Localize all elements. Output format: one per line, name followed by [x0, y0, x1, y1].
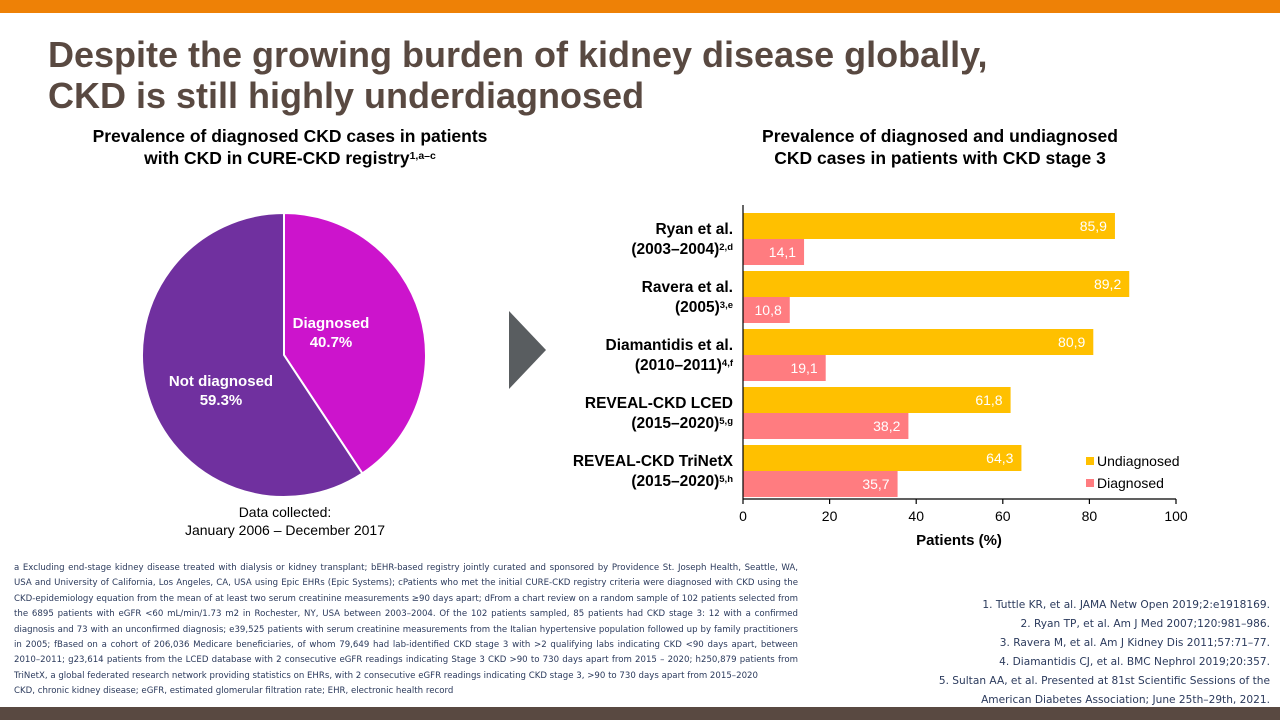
pie-value-diagnosed: 40.7%: [310, 334, 353, 351]
bar-undiagnosed-5: [743, 445, 1022, 471]
x-tick-label-20: 20: [822, 508, 838, 524]
x-tick-label-0: 0: [739, 508, 747, 524]
category-label-superscript: 4,f: [721, 358, 733, 369]
legend-swatch-undiagnosed: [1086, 457, 1094, 465]
category-label-4: REVEAL-CKD LCED (2015–2020)5,g: [585, 394, 733, 434]
pie-data-collection-note: Data collected: January 2006 – December …: [130, 503, 440, 539]
bar-diagnosed-3: [743, 355, 826, 381]
reference-3: 3. Ravera M, et al. Am J Kidney Dis 2011…: [999, 637, 1270, 649]
category-label-period: (2015–2020): [631, 415, 720, 432]
legend-swatch-diagnosed: [1086, 479, 1094, 487]
category-label-superscript: 5,h: [719, 474, 733, 485]
x-tick-label-40: 40: [908, 508, 924, 524]
category-label-superscript: 2,d: [719, 242, 733, 253]
bar-undiagnosed-1: [743, 213, 1115, 239]
slide-title-line-1: Despite the growing burden of kidney dis…: [48, 34, 988, 75]
pie-note-line-2: January 2006 – December 2017: [184, 522, 386, 538]
pie-note-line-1: Data collected:: [238, 504, 332, 520]
bar-chart-title-line-1: Prevalence of diagnosed and undiagnosed: [762, 126, 1118, 146]
footnotes-abbreviations: CKD, chronic kidney disease; eGFR, estim…: [14, 686, 454, 697]
pie-slice-not-diagnosed: [141, 211, 364, 498]
slide-title: Despite the growing burden of kidney dis…: [48, 34, 1248, 116]
bar-chart-title-line-2: CKD cases in patients with CKD stage 3: [774, 148, 1106, 168]
bar-diagnosed-2: [743, 297, 790, 323]
category-label-name: Diamantidis et al.: [605, 337, 733, 354]
category-label-period: (2010–2011): [634, 357, 722, 374]
category-label-superscript: 3,e: [719, 300, 733, 311]
bar-undiagnosed-3: [743, 329, 1094, 355]
category-label-name: Ravera et al.: [641, 279, 733, 296]
chevron-right-arrow-icon: [509, 311, 546, 389]
bar-diagnosed-4: [743, 413, 909, 439]
pie-label-diagnosed: Diagnosed: [293, 315, 370, 332]
bar-value-label-undiagnosed-5: 64,3: [986, 450, 1013, 466]
bar-diagnosed-1: [743, 239, 805, 265]
pie-label-not-diagnosed: Not diagnosed: [169, 373, 273, 390]
bar-value-label-diagnosed-5: 35,7: [862, 476, 889, 492]
category-label-period: (2003–2004): [631, 241, 720, 258]
reference-5-line-2: American Diabetes Association; June 25th…: [981, 694, 1270, 706]
category-label-period: (2015–2020): [631, 473, 720, 490]
bar-value-label-diagnosed-1: 14,1: [769, 244, 796, 260]
category-label-2: Ravera et al. (2005)3,e: [642, 278, 733, 318]
category-label-name: Ryan et al.: [655, 221, 733, 238]
top-accent-band: [0, 0, 1280, 13]
bar-value-label-diagnosed-3: 19,1: [790, 360, 817, 376]
x-tick-label-60: 60: [995, 508, 1011, 524]
bar-value-label-undiagnosed-2: 89,2: [1094, 276, 1121, 292]
bar-value-label-undiagnosed-3: 80,9: [1058, 334, 1085, 350]
bar-chart-title: Prevalence of diagnosed and undiagnosed …: [700, 125, 1180, 169]
legend-label-undiagnosed: Undiagnosed: [1097, 453, 1180, 469]
pie-value-not-diagnosed: 59.3%: [200, 392, 243, 409]
references: 1. Tuttle KR, et al. JAMA Netw Open 2019…: [850, 596, 1270, 710]
category-label-3: Diamantidis et al. (2010–2011)4,f: [606, 336, 733, 376]
category-label-name: REVEAL-CKD LCED: [584, 395, 733, 412]
bar-value-label-diagnosed-2: 10,8: [755, 302, 782, 318]
bar-value-label-diagnosed-4: 38,2: [873, 418, 900, 434]
pie-chart-title-superscript: 1,a–c: [409, 150, 436, 162]
reference-4: 4. Diamantidis CJ, et al. BMC Nephrol 20…: [999, 656, 1270, 668]
footnotes: a Excluding end-stage kidney disease tre…: [14, 561, 798, 700]
x-tick-label-100: 100: [1164, 508, 1188, 524]
category-label-superscript: 5,g: [719, 416, 733, 427]
x-tick-label-80: 80: [1082, 508, 1098, 524]
pie-chart-title-line-2: with CKD in CURE-CKD registry: [144, 148, 410, 168]
category-label-name: REVEAL-CKD TriNetX: [572, 453, 733, 470]
x-axis-label: Patients (%): [916, 532, 1002, 549]
bar-value-label-undiagnosed-4: 61,8: [975, 392, 1002, 408]
footnotes-body: a Excluding end-stage kidney disease tre…: [14, 563, 798, 681]
bar-undiagnosed-2: [743, 271, 1130, 297]
legend-label-diagnosed: Diagnosed: [1097, 475, 1164, 491]
reference-2: 2. Ryan TP, et al. Am J Med 2007;120:981…: [1020, 618, 1270, 630]
bar-undiagnosed-4: [743, 387, 1011, 413]
reference-5-line-1: 5. Sultan AA, et al. Presented at 81st S…: [938, 675, 1270, 687]
pie-chart-title: Prevalence of diagnosed CKD cases in pat…: [60, 125, 520, 169]
bottom-accent-band: [0, 707, 1280, 720]
reference-1: 1. Tuttle KR, et al. JAMA Netw Open 2019…: [982, 599, 1270, 611]
category-label-5: REVEAL-CKD TriNetX (2015–2020)5,h: [573, 452, 733, 492]
bar-value-label-undiagnosed-1: 85,9: [1080, 218, 1107, 234]
category-label-1: Ryan et al. (2003–2004)2,d: [631, 220, 733, 260]
category-label-period: (2005): [674, 299, 720, 316]
pie-chart-title-line-1: Prevalence of diagnosed CKD cases in pat…: [92, 126, 488, 146]
slide-title-line-2: CKD is still highly underdiagnosed: [48, 75, 645, 116]
bar-diagnosed-5: [743, 471, 898, 497]
